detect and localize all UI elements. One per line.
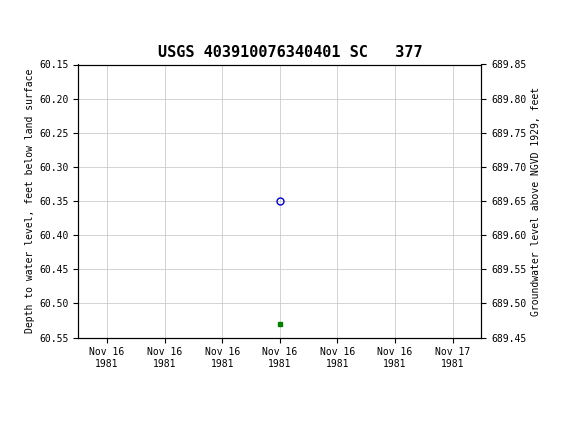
Y-axis label: Groundwater level above NGVD 1929, feet: Groundwater level above NGVD 1929, feet [531,86,541,316]
Text: USGS 403910076340401 SC   377: USGS 403910076340401 SC 377 [158,45,422,60]
Legend: Period of approved data: Period of approved data [189,429,371,430]
Text: ≡USGS: ≡USGS [7,12,53,27]
Y-axis label: Depth to water level, feet below land surface: Depth to water level, feet below land su… [25,69,35,333]
